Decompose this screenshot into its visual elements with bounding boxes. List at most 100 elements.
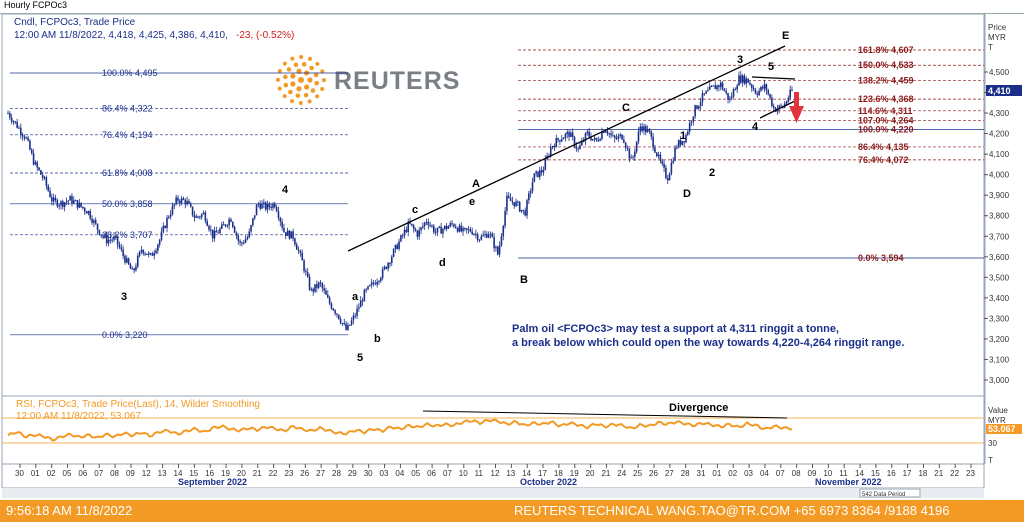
candle-body <box>509 197 512 201</box>
candle-body <box>405 229 408 232</box>
candle-body <box>604 130 607 133</box>
candle-body <box>639 126 642 132</box>
price-tick-label: 3,500 <box>989 273 1010 282</box>
annotation-line2: a break below which could open the way t… <box>512 337 904 349</box>
candle-body <box>27 137 29 141</box>
candle-body <box>41 174 44 179</box>
candle-body <box>634 151 636 157</box>
candle-body <box>725 91 728 94</box>
candle-body <box>458 225 461 232</box>
reuters-logo: REUTERS <box>276 55 459 105</box>
candle-body <box>113 236 115 240</box>
wave-label: 3 <box>737 54 743 66</box>
candle-body <box>478 239 481 241</box>
candle-body <box>71 196 73 204</box>
candle-body <box>740 75 742 83</box>
candle-body <box>732 89 735 97</box>
x-tick-label: 11 <box>839 469 848 478</box>
candle-body <box>390 256 393 263</box>
price-tick-label: 4,500 <box>989 68 1010 77</box>
candle-body <box>115 236 117 238</box>
candle-body <box>286 230 289 236</box>
candle-body <box>719 82 722 88</box>
candle-body <box>12 121 15 123</box>
candle-body <box>778 105 781 109</box>
candle-body <box>153 253 156 256</box>
candle-body <box>522 209 525 211</box>
x-tick-label: 14 <box>522 469 531 478</box>
candle-body <box>398 241 400 249</box>
fib-right-label: 150.0% 4,533 <box>858 60 914 70</box>
candle-body <box>630 157 632 159</box>
logo-dot <box>321 78 326 83</box>
candle-body <box>582 140 585 142</box>
candle-body <box>650 131 653 137</box>
x-tick-label: 16 <box>205 469 214 478</box>
candle-body <box>679 140 682 145</box>
candle-body <box>593 137 596 140</box>
candle-body <box>252 218 254 226</box>
candle-body <box>425 221 428 223</box>
x-tick-label: 03 <box>380 469 389 478</box>
candle-body <box>453 224 455 227</box>
candle-body <box>199 216 201 218</box>
candle-body <box>750 84 753 89</box>
divergence-line <box>422 410 788 419</box>
candle-body <box>771 97 773 107</box>
rsi-axis-title: Value <box>988 406 1008 415</box>
candle-body <box>263 202 265 204</box>
candle-body <box>51 197 53 202</box>
price-tick-label: 3,800 <box>989 212 1010 221</box>
horizontal-scrollbar[interactable] <box>2 488 984 498</box>
logo-dot <box>315 61 320 66</box>
candle-body <box>294 238 296 245</box>
fib-left-label: 0.0% 3,220 <box>102 330 148 340</box>
footer-contact: REUTERS TECHNICAL WANG.TAO@TR.COM +65 69… <box>514 503 950 518</box>
logo-dot <box>283 82 289 88</box>
x-tick-label: 19 <box>570 469 579 478</box>
wave-label: a <box>352 291 359 303</box>
candle-body <box>409 221 411 224</box>
candle-body <box>147 253 150 255</box>
x-tick-label: 06 <box>78 469 87 478</box>
candle-body <box>91 218 93 223</box>
candle-body <box>208 225 210 230</box>
candle-body <box>231 221 234 227</box>
candle-body <box>385 266 388 269</box>
candle-body <box>356 308 358 316</box>
price-tick-label: 4,300 <box>989 109 1010 118</box>
candle-body <box>367 286 369 290</box>
price-tick-label: 4,000 <box>989 171 1010 180</box>
x-tick-label: 27 <box>316 469 325 478</box>
candle-body <box>635 141 638 152</box>
logo-dot <box>295 93 301 98</box>
candle-body <box>467 229 470 231</box>
logo-dot <box>277 86 282 91</box>
candle-body <box>116 236 119 245</box>
candle-body <box>43 177 46 179</box>
logo-dot <box>298 77 304 83</box>
candle-body <box>573 137 576 147</box>
candle-body <box>299 250 302 253</box>
x-tick-label: 28 <box>681 469 690 478</box>
candle-body <box>747 78 749 83</box>
candle-body <box>295 244 298 250</box>
scrollbar-thumb[interactable] <box>859 488 921 498</box>
logo-dot <box>296 86 302 92</box>
logo-dot <box>290 56 295 61</box>
price-tick-label: 3,900 <box>989 191 1010 200</box>
candle-body <box>188 200 190 204</box>
candle-body <box>482 235 484 237</box>
candle-body <box>244 239 247 243</box>
candle-body <box>339 319 342 324</box>
candle-body <box>632 156 634 158</box>
candle-body <box>374 283 377 285</box>
price-tick-label: 3,400 <box>989 294 1010 303</box>
candle-body <box>312 288 314 292</box>
logo-dot <box>283 74 288 80</box>
candle-body <box>465 228 468 230</box>
candle-body <box>317 282 320 288</box>
candle-body <box>228 219 230 226</box>
candle-body <box>511 200 514 203</box>
x-tick-label: 28 <box>332 469 341 478</box>
